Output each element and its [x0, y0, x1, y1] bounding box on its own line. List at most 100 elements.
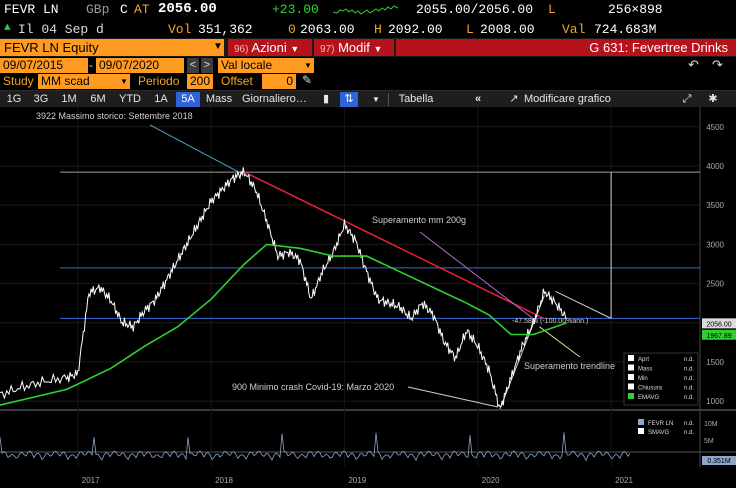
- period-1g[interactable]: 1G: [6, 93, 22, 105]
- period-ytd[interactable]: YTD: [119, 93, 141, 105]
- quote-last-price: 2056.00: [158, 1, 217, 17]
- expand-icon[interactable]: ⤢: [682, 93, 692, 105]
- redo-icon[interactable]: ↷: [712, 57, 723, 72]
- quote-date: Il 04 Sep d: [18, 22, 104, 37]
- period-1m[interactable]: 1M: [61, 93, 77, 105]
- covid-low-arrow: [407, 386, 499, 408]
- quote-currency: GBp: [86, 2, 110, 17]
- chart-labels: 1000150020002500300035004000450020172018…: [36, 111, 736, 485]
- y-tick-label: 1500: [706, 358, 724, 367]
- quote-vol-label: Vol: [168, 22, 192, 37]
- pencil-icon[interactable]: ✎: [302, 73, 313, 87]
- volume-panel: [0, 432, 631, 462]
- intraday-sparkline: [333, 5, 399, 15]
- security-ticker-field[interactable]: FEVR LN Equity: [0, 39, 224, 56]
- price-chart[interactable]: 1000150020002500300035004000450020172018…: [0, 107, 736, 488]
- legend-label: Mass: [638, 367, 652, 373]
- line-chart-icon[interactable]: ⇅: [340, 92, 358, 107]
- chart-toolbar: 1G 3G 1M 6M YTD 1A 5A Mass Giornaliero… …: [0, 90, 736, 107]
- chart-annotations: [60, 124, 700, 410]
- actions-number: 96): [234, 44, 249, 55]
- legend-label: Chiusura: [638, 386, 663, 392]
- chevron-down-icon[interactable]: ▼: [118, 74, 130, 89]
- y-tick-label: 4500: [706, 123, 724, 132]
- legend-swatch: [628, 364, 634, 371]
- quote-high-label: H: [374, 22, 382, 37]
- start-date-field[interactable]: 09/07/2015: [0, 58, 88, 73]
- quote-flag: C: [120, 2, 128, 17]
- x-tick-label: 2019: [348, 476, 366, 485]
- period-5a[interactable]: 5A: [176, 92, 200, 107]
- table-button[interactable]: Tabella: [398, 93, 434, 105]
- function-title: G 631: Fevertree Drinks: [396, 39, 736, 56]
- security-bar: FEVR LN Equity ▼ 96) Azioni ▼ 97) Modif …: [0, 38, 736, 57]
- uptrend-line: [499, 295, 545, 410]
- modify-number: 97): [320, 44, 335, 55]
- actions-button[interactable]: 96) Azioni ▼: [228, 39, 312, 56]
- ma-cross-arrow: [419, 231, 534, 320]
- quote-open-code: 0: [288, 22, 296, 37]
- frequency-dropdown[interactable]: Giornaliero…: [242, 93, 307, 105]
- chevron-down-icon[interactable]: ▼: [302, 58, 314, 73]
- date-separator: -: [89, 58, 93, 72]
- modify-button[interactable]: 97) Modif ▼: [314, 39, 394, 56]
- study-field[interactable]: MM scad: [38, 74, 118, 89]
- gear-icon[interactable]: ✱: [708, 93, 718, 105]
- y-tick-label: 3500: [706, 201, 724, 210]
- legend-swatch: [628, 383, 634, 390]
- volume-last-tag-bg: [702, 456, 736, 465]
- undo-icon[interactable]: ↶: [688, 57, 699, 72]
- period-6m[interactable]: 6M: [90, 93, 106, 105]
- trend-icon: ↗: [509, 93, 519, 105]
- chevron-down-icon: ▼: [290, 44, 300, 54]
- legend-swatch: [628, 355, 634, 361]
- quote-at-label: AT: [134, 2, 150, 17]
- quote-change: +23.00: [272, 2, 319, 17]
- chevron-down-icon[interactable]: ▼: [372, 95, 380, 104]
- period-label: Periodo: [138, 74, 180, 88]
- x-tick-label: 2020: [482, 476, 500, 485]
- chevron-down-icon[interactable]: ▼: [213, 41, 223, 52]
- quote-low-label: L: [466, 22, 474, 37]
- quote-open: 2063.00: [300, 22, 355, 37]
- date-back-button[interactable]: <: [187, 58, 199, 73]
- security-ticker: FEVR LN Equity: [4, 40, 99, 55]
- emavg-series-line: [0, 243, 567, 406]
- quote-low: 2008.00: [480, 22, 535, 37]
- collapse-left-icon[interactable]: «: [474, 93, 482, 105]
- offset-label: Offset: [221, 74, 253, 88]
- x-tick-label: 2018: [215, 476, 233, 485]
- ma-cross-annotation: Superamento mm 200g: [372, 215, 466, 225]
- date-forward-button[interactable]: >: [201, 58, 213, 73]
- legend-swatch: [628, 374, 634, 380]
- chart-grid: [0, 107, 736, 467]
- quote-volume: 351,362: [198, 22, 253, 37]
- candle-chart-icon[interactable]: ▮: [322, 93, 330, 105]
- ath-arrow: [149, 124, 243, 175]
- covid-low-annotation: 900 Minimo crash Covid-19: Marzo 2020: [232, 382, 394, 392]
- legend-value: n.d.: [684, 395, 694, 401]
- legend-label: EMAVG: [638, 395, 660, 401]
- downtrend-line: [244, 171, 545, 320]
- legend-swatch: [628, 393, 634, 399]
- last-price-tag-bg: [702, 318, 736, 329]
- frequency-field[interactable]: Val locale: [218, 58, 302, 73]
- quote-value: 724.683M: [594, 22, 657, 37]
- period-1a[interactable]: 1A: [154, 93, 168, 105]
- legend-label: Min: [638, 376, 648, 382]
- period-mass[interactable]: Mass: [205, 93, 233, 105]
- price-series-line: [0, 167, 567, 408]
- end-date-field[interactable]: 09/07/2020: [96, 58, 184, 73]
- edit-chart-button[interactable]: Modificare grafico: [524, 93, 611, 105]
- offset-field[interactable]: 0: [262, 74, 296, 89]
- volume-legend-value: n.d.: [684, 421, 694, 427]
- period-3g[interactable]: 3G: [33, 93, 49, 105]
- projection-annotation: -47.58% (-100.00%ann.): [512, 318, 588, 325]
- date-range-row: 09/07/2015 - 09/07/2020 < > Val locale ▼…: [0, 57, 736, 73]
- x-tick-label: 2021: [615, 476, 633, 485]
- period-field[interactable]: 200: [187, 74, 213, 89]
- volume-legend-swatch: [638, 419, 644, 425]
- quote-val-label: Val: [562, 22, 586, 37]
- modify-label: Modif: [338, 40, 370, 55]
- study-row: Study MM scad ▼ Periodo 200 Offset 0 ✎: [0, 73, 736, 90]
